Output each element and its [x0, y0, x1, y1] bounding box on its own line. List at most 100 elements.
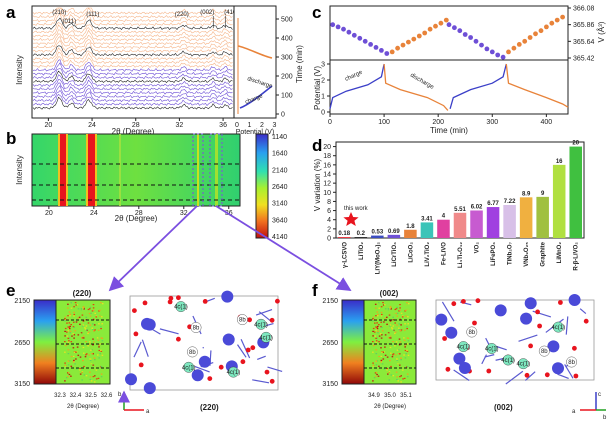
heatmap-speck	[73, 337, 75, 339]
heatmap-speck	[384, 310, 386, 312]
heatmap-speck	[93, 324, 96, 326]
volume-point	[473, 38, 479, 44]
heatmap-speck	[83, 365, 85, 368]
colorbar-label: 3640	[272, 217, 288, 224]
panel-c-volume: 365.42 365.64 365.86 366.08 V (Å³) Potentia…	[313, 5, 606, 135]
volume-point	[495, 52, 501, 58]
volume-point	[511, 45, 517, 51]
heatmap-speck	[375, 315, 377, 317]
heatmap-speck	[77, 354, 80, 356]
e-xlabel: 2θ (Degree)	[67, 404, 99, 410]
panel-label-d: d	[312, 136, 322, 155]
panel-b-colorbar	[255, 133, 269, 239]
x-tick-label: 32	[180, 210, 188, 217]
volume-point	[457, 28, 463, 34]
heatmap-speck	[381, 330, 384, 332]
heatmap-speck	[79, 332, 82, 334]
x-tick-label: 24	[90, 210, 98, 217]
heatmap-speck	[399, 318, 401, 320]
bar	[503, 204, 516, 238]
site-label: 8b	[239, 318, 246, 324]
heatmap-speck	[88, 343, 91, 345]
heatmap-speck	[87, 308, 90, 311]
heatmap-speck	[68, 326, 71, 329]
y-tick-label: 4	[327, 217, 331, 224]
heatmap-speck	[402, 378, 404, 380]
volume-point	[452, 25, 457, 31]
heatmap-speck	[380, 311, 383, 313]
heatmap-speck	[396, 330, 398, 332]
site-atom	[227, 366, 239, 378]
oxygen-atom	[442, 336, 447, 341]
volume-point	[468, 35, 473, 40]
x-tick-label: 200	[432, 119, 444, 126]
heatmap-speck	[388, 312, 391, 314]
x-tick-label: 34.9	[368, 393, 380, 399]
heatmap-speck	[100, 302, 102, 304]
heatmap-speck	[403, 337, 405, 339]
metal-atom	[198, 355, 211, 368]
heatmap-speck	[68, 322, 71, 324]
metal-atom	[524, 297, 537, 310]
heatmap-speck	[92, 309, 95, 311]
xrd-curve	[32, 79, 233, 91]
heatmap-speck	[394, 308, 397, 311]
heatmap-speck	[67, 315, 69, 317]
heatmap-speck	[98, 346, 100, 348]
bar-category-label: TiNb₂O₇	[508, 241, 514, 265]
oxygen-atom	[245, 347, 251, 353]
heatmap-speck	[82, 360, 84, 362]
heatmap-speck	[380, 333, 382, 335]
volume-point	[560, 14, 565, 20]
heatmap-speck	[67, 326, 69, 328]
heatmap-speck	[391, 344, 393, 346]
oxygen-atom	[275, 298, 280, 304]
heatmap-speck	[98, 309, 101, 311]
heatmap-speck	[101, 337, 104, 339]
bond	[257, 355, 266, 360]
x-tick-label: 20	[45, 210, 53, 217]
peak-label: (002)	[200, 10, 214, 16]
heatmap-speck	[73, 306, 75, 308]
heatmap-speck	[376, 315, 379, 317]
heatmap-speck	[400, 359, 402, 361]
volume-point	[400, 42, 406, 48]
heatmap-speck	[81, 325, 84, 327]
volume-point	[373, 45, 379, 50]
heatmap-speck	[399, 309, 401, 311]
bar-value-label: 1.8	[406, 224, 415, 230]
heatmap-speck	[389, 344, 391, 346]
heatmap-speck	[92, 323, 94, 325]
heatmap-speck	[69, 325, 71, 327]
heatmap-speck	[396, 358, 398, 360]
heatmap-speck	[68, 360, 71, 362]
side-xlabel: Potential (V)	[236, 129, 275, 136]
y-tick-label: 1	[321, 94, 325, 101]
heatmap-speck	[66, 331, 68, 333]
heatmap-speck	[378, 335, 381, 337]
xrd-curve-stack	[32, 7, 233, 110]
heatmap-speck	[92, 376, 95, 378]
heatmap-speck	[72, 361, 75, 363]
heatmap-speck	[372, 380, 374, 382]
f-title: (002)	[380, 289, 399, 298]
heatmap-speck	[398, 323, 401, 325]
heatmap-speck	[402, 366, 404, 368]
heatmap-speck	[79, 324, 82, 326]
metal-atom	[494, 304, 507, 317]
bond	[505, 370, 524, 385]
heatmap-speck	[80, 332, 83, 334]
x-tick-label: 20	[44, 122, 52, 129]
heatmap-speck	[394, 322, 396, 324]
panel-label-c: c	[312, 3, 321, 22]
heatmap-speck	[82, 324, 85, 326]
heatmap-speck	[391, 327, 393, 329]
volume-point	[351, 32, 357, 38]
site-atom	[186, 346, 198, 358]
heatmap-speck	[391, 328, 394, 330]
metal-atom	[547, 340, 560, 353]
heatmap-speck	[395, 312, 398, 315]
heatmap-speck	[79, 367, 81, 370]
heatmap-speck	[86, 312, 88, 314]
heatmap-speck	[405, 315, 407, 317]
